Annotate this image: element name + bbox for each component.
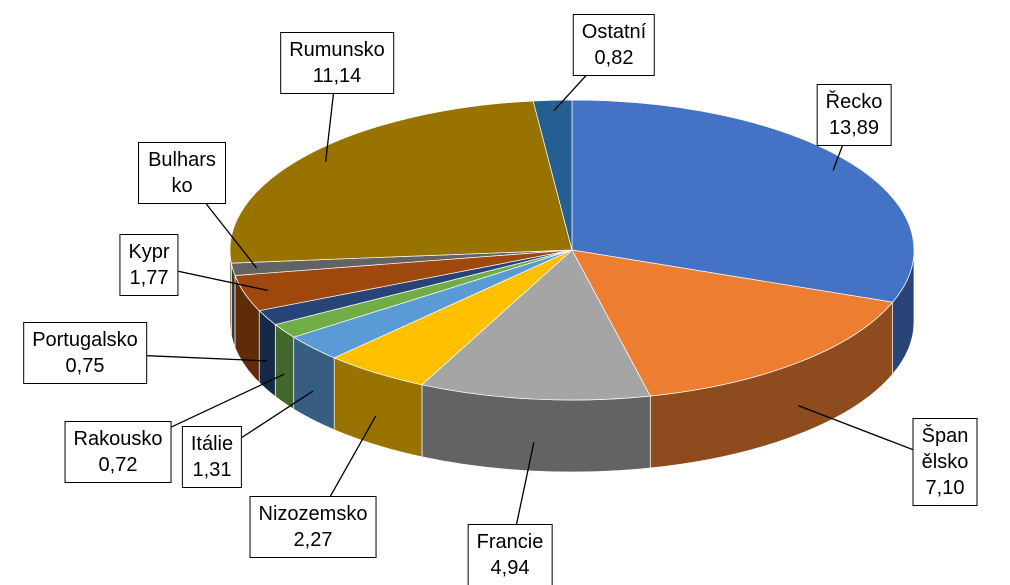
- data-label: Ostatní 0,82: [572, 14, 656, 76]
- category-label: Francie: [476, 531, 544, 553]
- category-label: Španělsko: [921, 425, 969, 473]
- value-label: 0,75: [65, 355, 105, 377]
- slice: [421, 249, 651, 401]
- slice: [229, 100, 573, 264]
- category-label: Rumunsko: [289, 39, 385, 61]
- data-label: Španělsko 7,10: [912, 418, 978, 506]
- value-label: 4,94: [490, 557, 530, 579]
- data-label: Rakousko 0,72: [64, 421, 172, 483]
- data-label: Rumunsko 11,14: [280, 32, 394, 94]
- tops: [229, 99, 915, 401]
- category-label: Kypr: [128, 241, 170, 263]
- data-label: Kypr 1,77: [119, 234, 179, 296]
- data-label: Itálie 1,31: [181, 426, 243, 488]
- data-label: Bulharsko: [138, 142, 226, 204]
- data-label: Nizozemsko 2,27: [249, 496, 377, 558]
- value-label: 0,72: [98, 454, 138, 476]
- category-label: Bulharsko: [148, 149, 216, 197]
- slice: [571, 99, 915, 303]
- value-label: 0,82: [594, 47, 634, 69]
- category-label: Rakousko: [73, 428, 163, 450]
- value-label: 11,14: [312, 65, 362, 87]
- value-label: 2,27: [293, 529, 333, 551]
- category-label: Řecko: [825, 91, 883, 113]
- slice: [532, 99, 573, 251]
- category-label: Portugalsko: [32, 329, 138, 351]
- slice-side: [230, 263, 236, 348]
- category-label: Itálie: [190, 433, 234, 455]
- data-label: Portugalsko 0,75: [23, 322, 147, 384]
- slice-side: [274, 323, 295, 410]
- data-label: Řecko 13,89: [816, 84, 892, 146]
- value-label: 1,31: [192, 459, 232, 481]
- value-label: 13,89: [828, 117, 880, 139]
- data-label: Francie 4,94: [467, 524, 553, 585]
- category-label: Ostatní: [581, 21, 647, 43]
- value-label: 7,10: [925, 477, 965, 499]
- slice: [571, 249, 894, 397]
- value-label: 1,77: [129, 267, 169, 289]
- slice-side: [258, 309, 276, 398]
- category-label: Nizozemsko: [258, 503, 368, 525]
- sides: [229, 249, 915, 473]
